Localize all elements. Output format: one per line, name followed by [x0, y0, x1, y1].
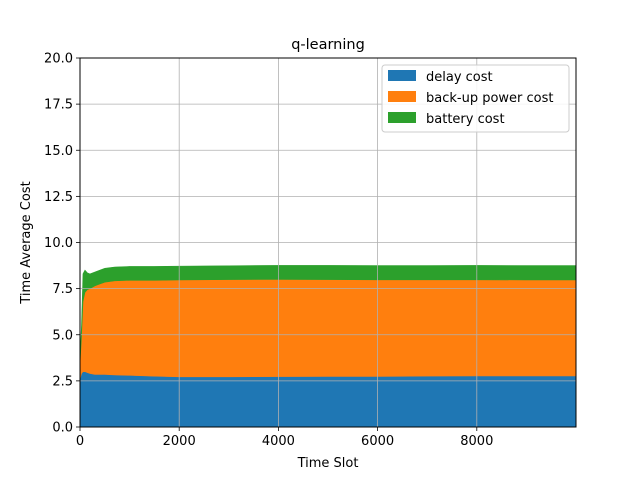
- chart-title: q-learning: [291, 37, 365, 53]
- legend-label-delay-cost: delay cost: [426, 70, 493, 85]
- legend-swatch-backup-power-cost: [388, 91, 416, 102]
- y-tick-label: 15.0: [44, 144, 73, 159]
- y-tick-label: 0.0: [52, 421, 73, 436]
- stacked-areas: [79, 265, 577, 428]
- plot-area: [79, 57, 577, 428]
- x-tick-label: 0: [76, 434, 84, 449]
- legend-label-backup-power-cost: back-up power cost: [426, 91, 554, 106]
- legend-swatch-delay-cost: [388, 70, 416, 81]
- y-axis-label: Time Average Cost: [19, 181, 34, 304]
- y-tick-label: 17.5: [44, 98, 73, 113]
- x-tick-label: 8000: [460, 434, 493, 449]
- x-tick-label: 6000: [361, 434, 394, 449]
- y-tick-label: 2.5: [52, 374, 73, 389]
- legend-swatch-battery-cost: [388, 112, 416, 123]
- y-tick-label: 10.0: [44, 236, 73, 251]
- y-tick-label: 7.5: [52, 282, 73, 297]
- area-back-up-power-cost: [79, 279, 577, 380]
- x-tick-label: 2000: [163, 434, 196, 449]
- y-axis-ticks: 0.0 2.5 5.0 7.5 10.0 12.5 15.0 17.5 20.0: [44, 52, 80, 436]
- x-axis-label: Time Slot: [297, 456, 359, 471]
- area-delay-cost: [79, 371, 577, 428]
- gridlines: [80, 58, 576, 427]
- x-axis-ticks: 0 2000 4000 6000 8000: [76, 427, 493, 449]
- legend-label-battery-cost: battery cost: [426, 112, 505, 127]
- y-tick-label: 20.0: [44, 52, 73, 67]
- legend-box: [381, 64, 570, 133]
- x-tick-label: 4000: [262, 434, 295, 449]
- y-tick-label: 5.0: [52, 328, 73, 343]
- legend: delay cost back-up power cost battery co…: [381, 64, 570, 133]
- y-tick-label: 12.5: [44, 190, 73, 205]
